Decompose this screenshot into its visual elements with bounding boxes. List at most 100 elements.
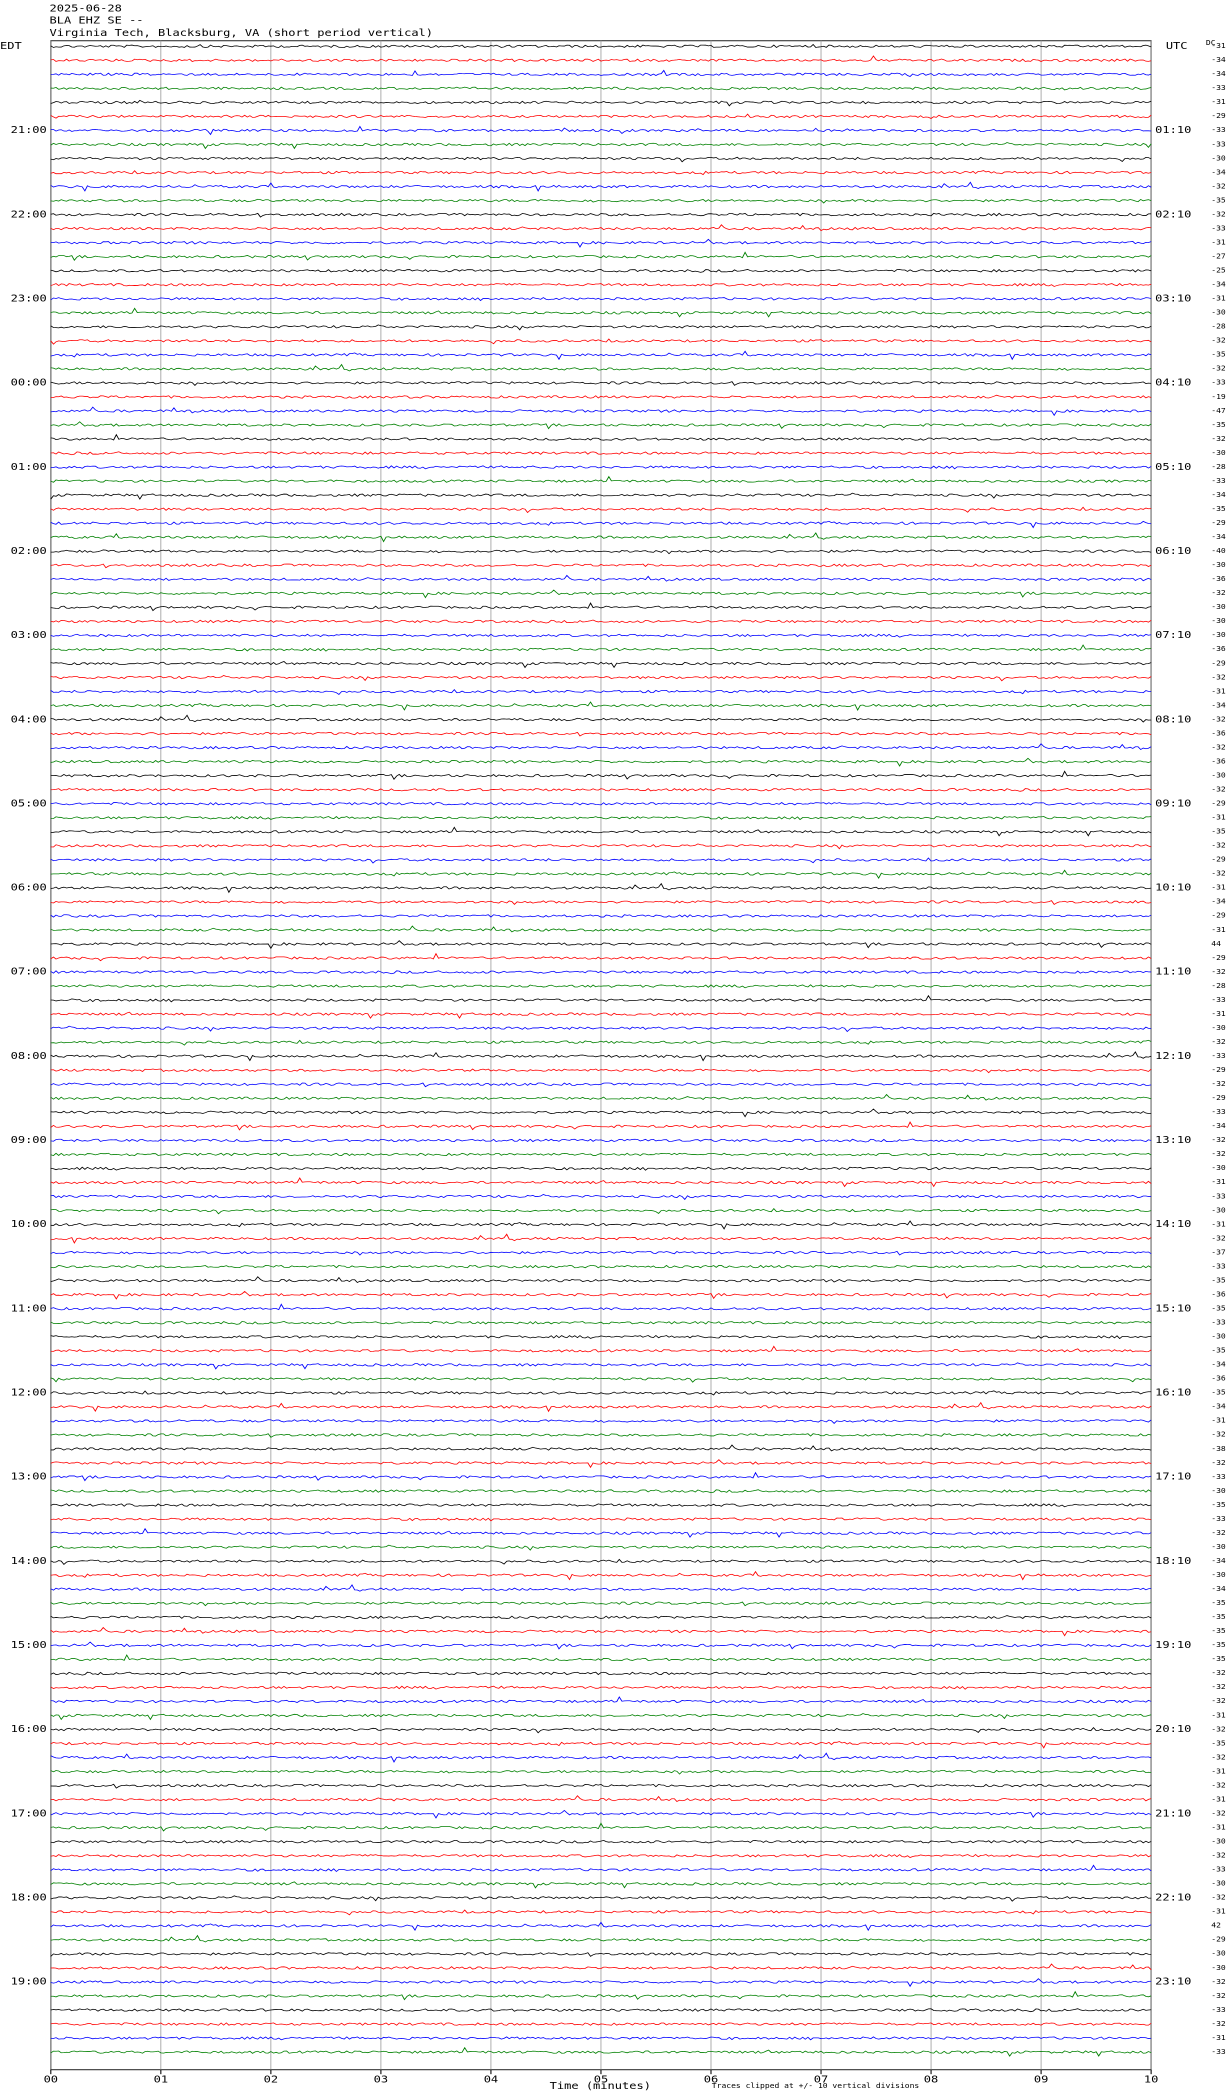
trace: [50, 1963, 1152, 1971]
dc-offset: -32: [1211, 589, 1225, 597]
trace: [50, 1377, 1152, 1383]
dc-offset: -40: [1211, 547, 1225, 555]
dc-offset: -33: [1211, 1192, 1225, 1200]
trace: [50, 788, 1152, 792]
dc-offset: -34: [1211, 533, 1226, 541]
trace: [50, 198, 1152, 204]
trace: [50, 701, 1152, 711]
dc-offset: -35: [1211, 350, 1225, 358]
dc-offset: -32: [1211, 435, 1225, 443]
trace: [50, 1696, 1152, 1704]
trace: [50, 802, 1152, 806]
dc-offset: -35: [1211, 1627, 1225, 1635]
right-hour-label: 04:10: [1155, 377, 1191, 389]
trace: [50, 1220, 1152, 1230]
dc-offset: -36: [1211, 757, 1225, 765]
dc-offset: -34: [1211, 491, 1226, 499]
dc-offset: -30: [1211, 561, 1225, 569]
trace: [50, 1250, 1152, 1256]
left-hour-label: 23:00: [11, 292, 47, 304]
dc-offset: -33: [1211, 1865, 1225, 1873]
right-hour-label: 14:10: [1155, 1218, 1191, 1230]
x-tick-label: 06: [704, 2073, 718, 2085]
dc-offset: -34: [1211, 56, 1226, 64]
trace: [50, 324, 1152, 331]
trace: [50, 1334, 1152, 1340]
dc-label: DC: [1206, 38, 1216, 46]
trace: [50, 549, 1152, 555]
trace: [50, 1727, 1152, 1734]
right-hour-label: 10:10: [1155, 882, 1191, 894]
dc-offset: -33: [1211, 996, 1225, 1004]
left-hour-label: 17:00: [11, 1807, 47, 1819]
trace: [50, 475, 1152, 483]
dc-offset: -29: [1211, 855, 1225, 863]
x-tick-label: 01: [154, 2073, 168, 2085]
trace: [50, 984, 1152, 989]
dc-offset: -32: [1211, 1697, 1225, 1705]
trace: [50, 1601, 1152, 1607]
dc-offset: -32: [1211, 1683, 1225, 1691]
location: Virginia Tech, Blacksburg, VA (short per…: [49, 27, 433, 39]
x-axis-label: Time (minutes): [550, 2080, 651, 2092]
dc-offset: -27: [1211, 252, 1225, 260]
dc-offset: -31: [1211, 1823, 1225, 1831]
trace: [50, 2036, 1152, 2041]
trace: [50, 1233, 1152, 1244]
x-tick-label: 07: [814, 2073, 828, 2085]
trace: [50, 1362, 1152, 1370]
dc-offset: -36: [1211, 729, 1225, 737]
trace: [50, 1208, 1152, 1215]
trace: [50, 433, 1152, 441]
dc-offset: -36: [1211, 575, 1225, 583]
trace: [50, 1921, 1152, 1932]
trace: [50, 633, 1152, 638]
trace: [50, 1401, 1152, 1413]
station: BLA EHZ SE --: [49, 15, 143, 27]
dc-offset: -35: [1211, 196, 1225, 204]
trace: [50, 1853, 1152, 1858]
x-tick-label: 00: [44, 2073, 58, 2085]
trace: [50, 212, 1152, 218]
dc-offset: -35: [1211, 827, 1225, 835]
dc-offset: -32: [1211, 1669, 1225, 1677]
dc-offset: -35: [1211, 505, 1225, 513]
dc-offset: -37: [1211, 1248, 1225, 1256]
dc-offset: -32: [1211, 968, 1225, 976]
dc-offset: -32: [1211, 2020, 1225, 2028]
dc-offset: -31: [1211, 98, 1225, 106]
trace: [50, 1584, 1152, 1592]
dc-offset: -33: [1211, 2006, 1225, 2014]
x-tick-label: 05: [594, 2073, 608, 2085]
dc-offset: -30: [1211, 449, 1225, 457]
dc-offset: -35: [1211, 1346, 1225, 1354]
right-hour-label: 22:10: [1155, 1892, 1191, 1904]
dc-offset: -31: [1211, 1711, 1225, 1719]
trace: [50, 661, 1152, 669]
trace: [50, 1138, 1152, 1143]
dc-offset: -36: [1211, 1374, 1225, 1382]
trace: [50, 1390, 1152, 1396]
dc-offset: -32: [1211, 1136, 1225, 1144]
left-hour-label: 04:00: [11, 713, 47, 725]
trace: [50, 251, 1152, 261]
trace: [50, 350, 1152, 361]
dc-offset: -32: [1211, 336, 1225, 344]
right-zone: UTC: [1166, 40, 1188, 52]
dc-offset: -31: [1211, 42, 1225, 50]
trace: [50, 1795, 1152, 1803]
dc-offset: -30: [1211, 1879, 1225, 1887]
right-hour-label: 11:10: [1155, 966, 1191, 978]
dc-offset: -31: [1211, 1220, 1225, 1228]
trace: [50, 770, 1152, 780]
dc-offset: -32: [1211, 1725, 1225, 1733]
trace: [50, 181, 1152, 192]
trace: [50, 731, 1152, 737]
dc-offset: -33: [1211, 378, 1225, 386]
dc-offset: -33: [1211, 1262, 1225, 1270]
trace: [50, 1527, 1152, 1538]
trace: [50, 1570, 1152, 1581]
right-hour-label: 19:10: [1155, 1639, 1191, 1651]
